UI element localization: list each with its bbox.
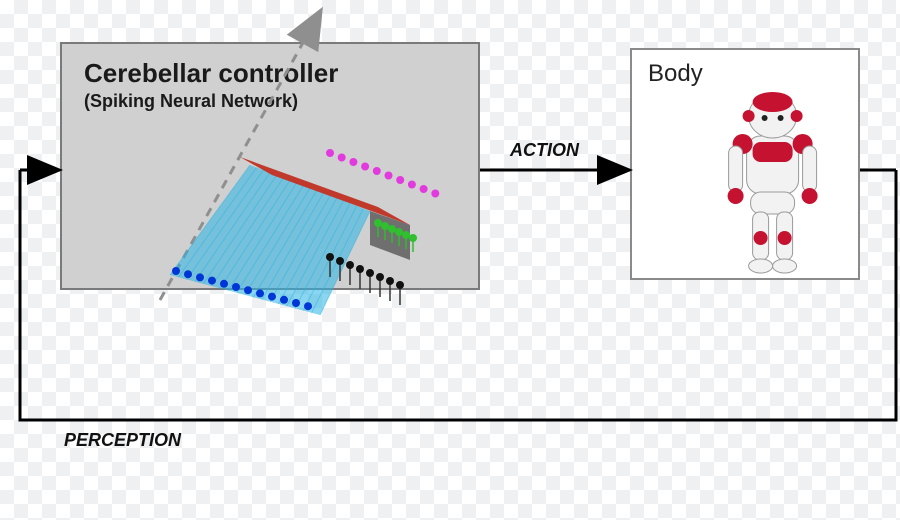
body-title: Body	[648, 60, 842, 88]
perception-label: PERCEPTION	[64, 430, 181, 451]
diagram-canvas: Cerebellar controller (Spiking Neural Ne…	[0, 0, 900, 520]
action-label: ACTION	[510, 140, 579, 161]
controller-box: Cerebellar controller (Spiking Neural Ne…	[60, 42, 480, 290]
body-box: Body	[630, 48, 860, 280]
controller-subtitle: (Spiking Neural Network)	[84, 91, 456, 112]
controller-title: Cerebellar controller	[84, 58, 456, 89]
